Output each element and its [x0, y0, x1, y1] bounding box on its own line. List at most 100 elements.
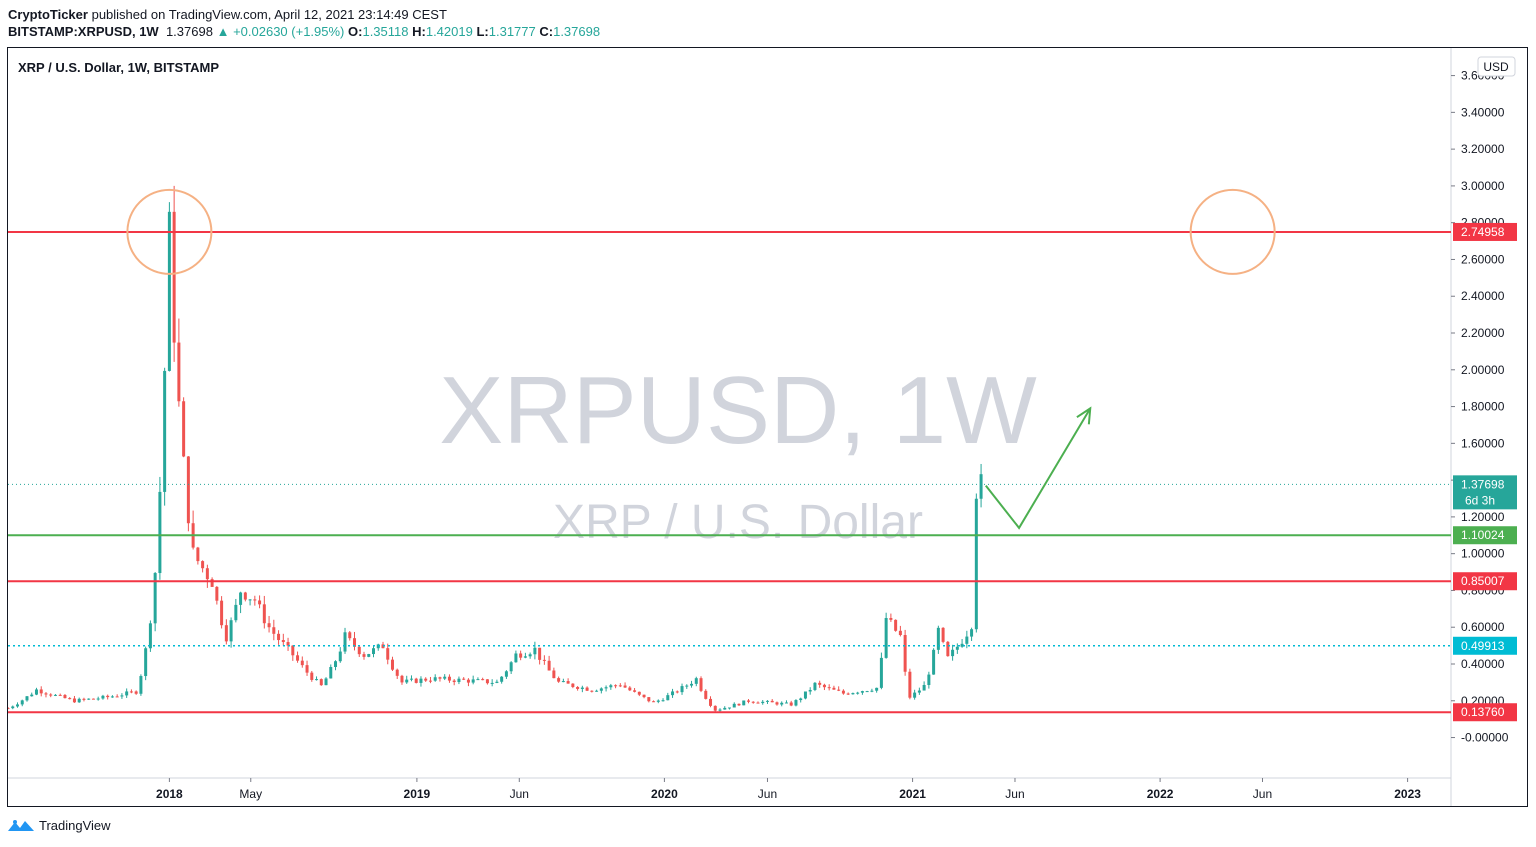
candle-body: [661, 700, 665, 702]
price-chart[interactable]: XRPUSD, 1W XRP / U.S. Dollar -0.000000.2…: [8, 48, 1527, 806]
candle-body: [443, 676, 447, 679]
candle-body: [822, 684, 826, 688]
candle-body: [718, 709, 722, 711]
candle-body: [167, 211, 171, 371]
low-label: L:: [476, 24, 489, 39]
candle-body: [419, 678, 423, 683]
candle-body: [296, 655, 300, 661]
arrow-head-icon: [1076, 406, 1092, 425]
price-tick-label: 1.00000: [1461, 547, 1505, 561]
candle-body: [324, 678, 328, 686]
last-price: 1.37698: [165, 24, 213, 39]
time-tick-label: 2021: [899, 787, 926, 801]
candle-body: [856, 692, 860, 694]
watermark-symbol: XRPUSD, 1W: [439, 357, 1037, 464]
candle-body: [637, 691, 641, 695]
candle-body: [87, 698, 91, 700]
candle-body: [49, 694, 53, 696]
candle-body: [946, 641, 950, 657]
candle-body: [30, 694, 34, 697]
candle-body: [875, 687, 879, 691]
candle-body: [367, 654, 371, 657]
level-price-text: 0.49913: [1461, 639, 1505, 653]
candle-body: [628, 687, 632, 691]
price-labels: 2.74958 1.10024 0.85007 0.49913 0.13760 1.376…: [1453, 222, 1517, 722]
candle-body: [243, 592, 247, 600]
candle-body: [675, 691, 679, 693]
candle-body: [884, 618, 888, 658]
candle-body: [509, 662, 513, 672]
candle-body: [685, 685, 689, 687]
candle-body: [917, 690, 921, 693]
candle-body: [329, 666, 333, 679]
time-tick-label: 2022: [1147, 787, 1174, 801]
candle-body: [799, 698, 803, 701]
candle-body: [110, 696, 114, 698]
candle-body: [728, 707, 731, 709]
change-up-icon: ▲: [216, 24, 230, 39]
candle-body: [827, 687, 831, 689]
candle-body: [68, 698, 72, 700]
candle-body: [476, 679, 480, 681]
tradingview-branding[interactable]: TradingView: [8, 818, 111, 834]
candle-body: [889, 618, 893, 620]
candle-body: [784, 702, 788, 704]
horizontal-levels[interactable]: [8, 230, 1451, 714]
candle-body: [751, 701, 755, 703]
candle-body: [979, 474, 983, 499]
candle-body: [101, 695, 105, 699]
candle-body: [528, 654, 532, 657]
currency-button[interactable]: [1477, 56, 1516, 77]
price-tick-label: 3.00000: [1461, 179, 1505, 193]
chart-panel[interactable]: XRPUSD, 1W XRP / U.S. Dollar -0.00000 0.2…: [7, 47, 1528, 807]
highlight-circle: [1189, 188, 1276, 275]
candle-body: [865, 691, 869, 693]
candle-body: [267, 623, 271, 628]
candle-body: [571, 683, 575, 687]
time-tick-label: May: [239, 787, 262, 801]
candle-body: [770, 700, 774, 703]
candle-body: [746, 700, 750, 702]
candle-body: [220, 600, 224, 626]
candle-body: [262, 604, 266, 624]
high-label: H:: [412, 24, 426, 39]
candle-body: [428, 680, 432, 682]
candle-body: [922, 685, 926, 691]
candle-body: [471, 679, 475, 683]
candle-body: [224, 625, 228, 642]
candle-body: [310, 672, 314, 680]
time-axis[interactable]: 2018 May 2019 Jun 2020 Jun 2021 Jun 2022 Jun 2023: [156, 778, 1421, 801]
candle-body: [756, 702, 760, 704]
level-price-tag: [1453, 636, 1517, 655]
candle-body: [177, 342, 181, 402]
candle-body: [44, 693, 48, 695]
level-price-tag: [1453, 222, 1517, 241]
time-tick-label: 2018: [156, 787, 183, 801]
candle-body: [144, 648, 148, 677]
candle-body: [519, 653, 523, 658]
candle-body: [547, 660, 551, 671]
candle-body: [808, 689, 812, 692]
candle-body: [913, 692, 917, 698]
candle-body: [139, 676, 143, 694]
candle-body: [580, 687, 584, 689]
watermark-name: XRP / U.S. Dollar: [553, 496, 923, 549]
close-label: C:: [539, 24, 554, 39]
candle-body: [462, 678, 466, 680]
drawings[interactable]: [126, 188, 1276, 530]
high-value: 1.42019: [425, 24, 473, 39]
candle-body: [433, 677, 437, 681]
price-tick-label: 1.60000: [1461, 436, 1505, 450]
candle-body: [210, 579, 214, 587]
candle-body: [561, 681, 565, 683]
author-name[interactable]: CryptoTicker: [8, 7, 88, 22]
publish-date: published on TradingView.com, April 12, …: [91, 7, 447, 22]
candle-body: [115, 696, 119, 698]
candle-body: [647, 697, 651, 702]
candle-body: [879, 657, 883, 688]
level-price-tag: [1453, 703, 1517, 722]
candle-body: [357, 646, 361, 655]
candle-body: [680, 686, 684, 693]
candle-body: [182, 401, 186, 457]
candle-body: [742, 700, 746, 706]
